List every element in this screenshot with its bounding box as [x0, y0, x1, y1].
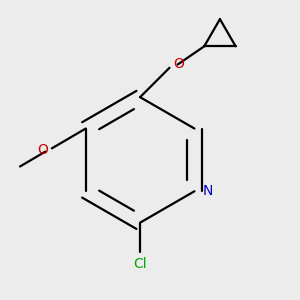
Text: O: O — [173, 58, 184, 71]
Text: O: O — [38, 143, 49, 157]
Text: Cl: Cl — [133, 257, 147, 271]
Text: N: N — [203, 184, 213, 198]
